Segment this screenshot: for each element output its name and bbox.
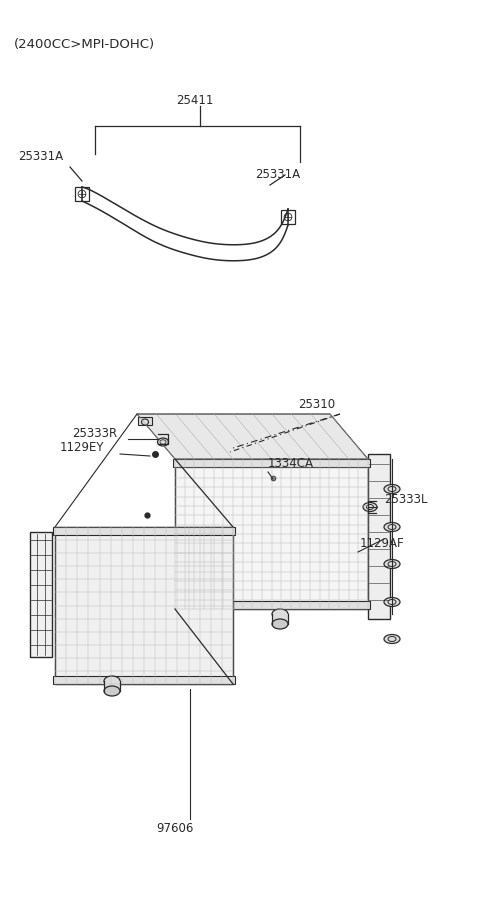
Text: 25331A: 25331A [255,168,300,181]
Text: 1334CA: 1334CA [268,457,314,470]
Ellipse shape [384,635,400,644]
Bar [53,527,235,535]
Ellipse shape [104,686,120,696]
Ellipse shape [363,503,377,512]
Text: 25333R: 25333R [72,426,117,440]
Ellipse shape [384,560,400,569]
Bar [53,676,235,684]
Bar [30,533,52,657]
Ellipse shape [272,619,288,629]
Ellipse shape [384,485,400,494]
Ellipse shape [384,523,400,532]
Bar [138,417,152,425]
Ellipse shape [142,420,148,425]
Text: 25411: 25411 [176,94,214,107]
Bar [173,460,370,468]
Ellipse shape [104,676,120,686]
Polygon shape [55,527,233,684]
Text: 97606: 97606 [156,821,194,834]
Ellipse shape [272,610,288,619]
Bar [104,681,120,691]
Text: 1129EY: 1129EY [60,441,105,453]
Bar [173,601,370,610]
Text: 25333L: 25333L [384,492,428,506]
Bar [272,614,288,624]
Polygon shape [137,414,368,460]
Ellipse shape [384,598,400,607]
Text: (2400CC>MPI-DOHC): (2400CC>MPI-DOHC) [14,38,155,51]
Polygon shape [175,460,368,610]
Text: 25331A: 25331A [18,150,63,163]
Text: 1129AF: 1129AF [360,536,405,549]
Ellipse shape [157,439,168,446]
Bar [368,454,390,619]
Text: 25310: 25310 [298,397,335,411]
